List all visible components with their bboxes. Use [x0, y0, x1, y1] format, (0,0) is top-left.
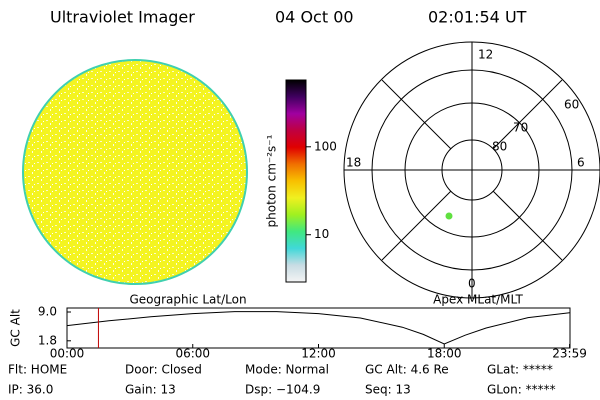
status: GLon: ***** — [487, 383, 556, 397]
status: GC Alt: 4.6 Re — [365, 363, 449, 377]
uv-image — [22, 59, 248, 285]
status: Gain: 13 — [125, 383, 176, 397]
status: Seq: 13 — [365, 383, 411, 397]
y-tick-label: 1.8 — [38, 333, 57, 347]
map-label: Geographic Lat/Lon — [129, 293, 246, 307]
polar-grid — [343, 41, 600, 299]
time: 02:01:54 UT — [428, 8, 527, 27]
y-tick-label: 9.0 — [38, 305, 57, 319]
colorbar-tick-label: 100 — [314, 139, 337, 153]
mlt-label: 18 — [346, 156, 361, 170]
date: 04 Oct 00 — [275, 8, 354, 27]
lat-label: 80 — [492, 140, 507, 154]
colorbar-tick-label: 10 — [314, 227, 329, 241]
status: GLat: ***** — [487, 363, 553, 377]
x-tick-label: 23:59 — [552, 347, 587, 361]
lat-label: 60 — [564, 98, 579, 112]
mlt-label: 12 — [478, 48, 493, 62]
colorbar — [285, 79, 307, 283]
lat-label: 70 — [513, 121, 528, 135]
x-tick-label: 18:00 — [427, 347, 462, 361]
status: Mode: Normal — [245, 363, 329, 377]
altitude-line — [66, 311, 570, 345]
status: Flt: HOME — [8, 363, 67, 377]
x-tick-label: 00:00 — [50, 347, 85, 361]
mlt-label: 0 — [468, 277, 476, 291]
status: IP: 36.0 — [8, 383, 53, 397]
status: Door: Closed — [125, 363, 202, 377]
status: Dsp: −104.9 — [245, 383, 320, 397]
colorbar-label: photon cm⁻²s⁻¹ — [265, 134, 279, 227]
map-label: Apex MLat/MLT — [433, 293, 523, 307]
mlt-label: 6 — [577, 156, 585, 170]
instrument: Ultraviolet Imager — [50, 8, 195, 27]
x-tick-label: 12:00 — [301, 347, 336, 361]
altitude-label: GC Alt — [9, 309, 23, 347]
x-tick-label: 06:00 — [175, 347, 210, 361]
